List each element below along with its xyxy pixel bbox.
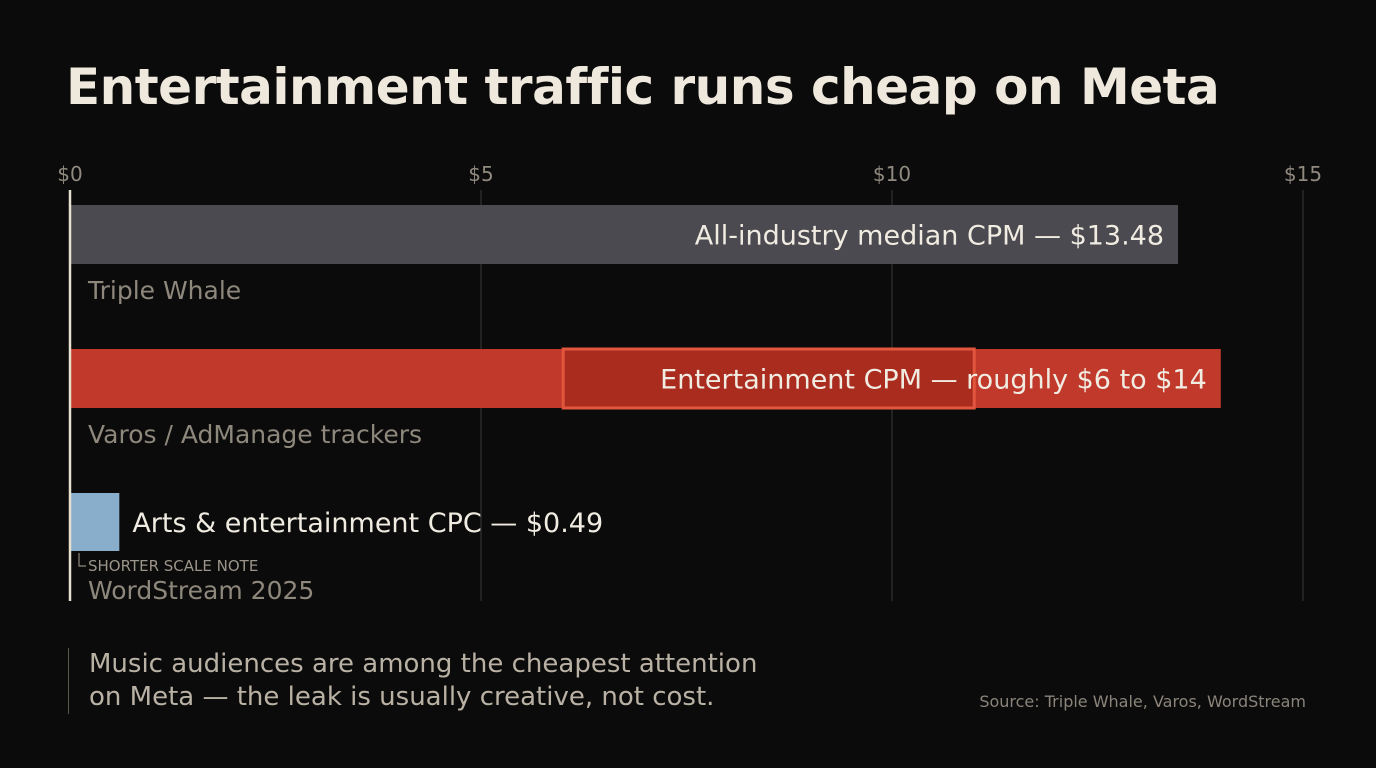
x-tick-label: $15 <box>1284 162 1322 186</box>
bar-source-label: Varos / AdManage trackers <box>88 420 422 449</box>
scale-note: SHORTER SCALE NOTE <box>88 557 258 575</box>
source-note: Source: Triple Whale, Varos, WordStream <box>979 692 1306 711</box>
x-tick-label: $10 <box>873 162 911 186</box>
bar <box>70 205 1179 264</box>
bar-chart: $0 $5 $10 $15 All-industry median CPM — $13… <box>57 162 1322 605</box>
note-bracket <box>78 553 86 567</box>
bar <box>70 493 120 551</box>
bar-label: All-industry median CPM — $13.48 <box>695 221 1164 252</box>
bar-source-label: WordStream 2025 <box>88 576 314 605</box>
bars: All-industry median CPM — $13.48 Triple W… <box>70 205 1221 605</box>
x-tick-label: $5 <box>468 162 493 186</box>
takeaway-text: Music audiences are among the cheapest a… <box>68 648 788 714</box>
bar-label: Entertainment CPM — roughly $6 to $14 <box>660 365 1207 396</box>
bar-source-label: Triple Whale <box>87 276 241 305</box>
x-axis-tick-labels: $0 $5 $10 $15 <box>57 162 1322 186</box>
bar-label: Arts & entertainment CPC — $0.49 <box>132 508 603 539</box>
range-highlight <box>561 347 976 410</box>
x-tick-label: $0 <box>57 162 82 186</box>
chart-title: Entertainment traffic runs cheap on Meta <box>66 58 1220 116</box>
